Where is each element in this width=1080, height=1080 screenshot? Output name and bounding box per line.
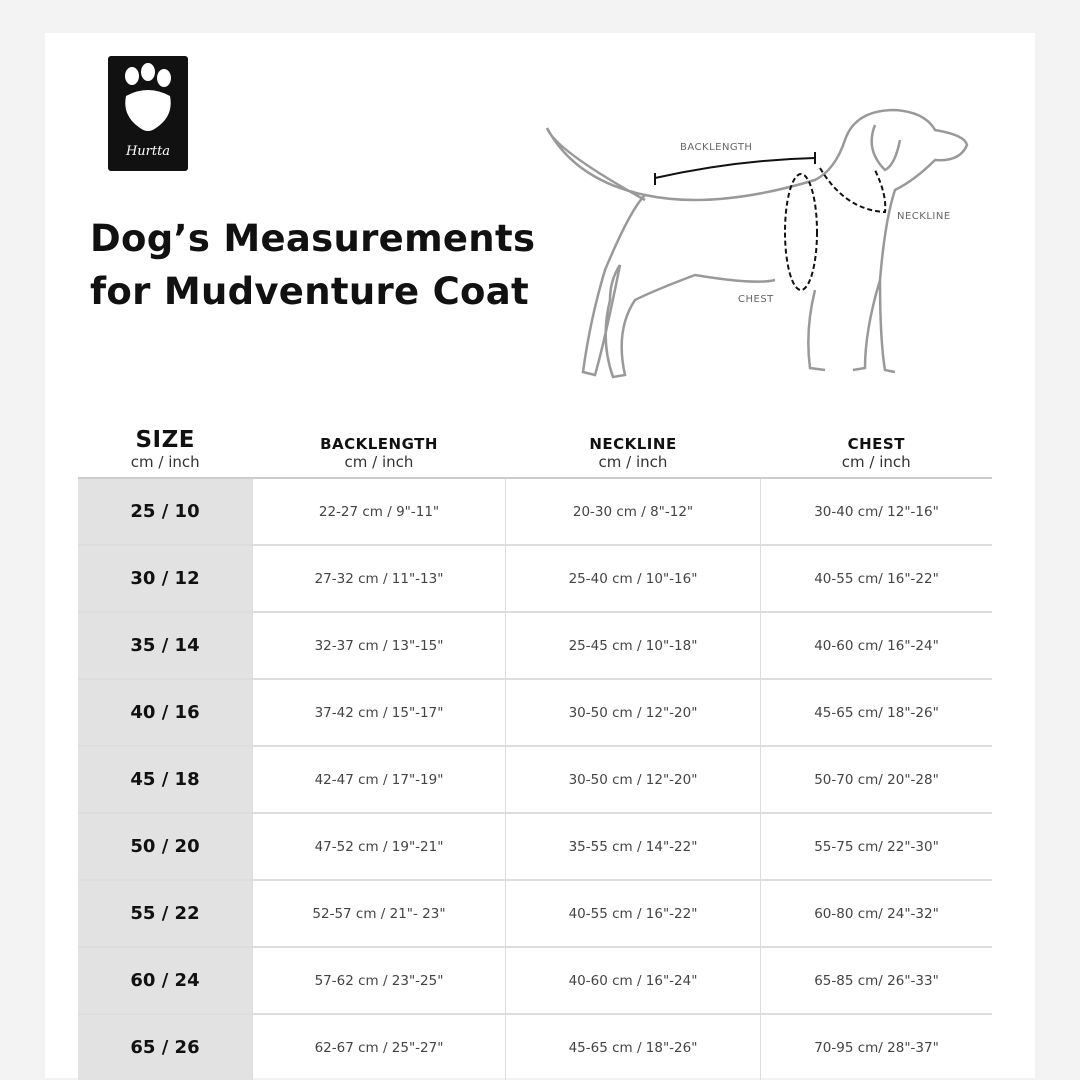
dog-outline-icon [545,108,969,379]
backlength-label: BACKLENGTH [680,142,752,153]
chest-cell: 30-40 cm/ 12"-16" [760,478,992,546]
size-cell: 30 / 12 [78,545,253,613]
neckline-cell: 30-50 cm / 12"-20" [505,679,761,747]
backlength-cell: 62-67 cm / 25"-27" [252,1014,506,1080]
backlength-cell: 27-32 cm / 11"-13" [252,545,506,613]
size-cell: 25 / 10 [78,478,253,546]
title-line-2: for Mudventure Coat [90,270,530,313]
chest-cell: 70-95 cm/ 28"-37" [760,1014,992,1080]
backlength-line [654,157,816,179]
hurtta-logo: Hurtta [108,56,188,171]
table-row: 40 / 16 37-42 cm / 15"-17" 30-50 cm / 12"-… [78,679,992,747]
title-line-1: Dog’s Measurements [90,217,536,260]
table-row: 60 / 24 57-62 cm / 23"-25" 40-60 cm / 16"-… [78,947,992,1015]
table-row: 35 / 14 32-37 cm / 13"-15" 25-45 cm / 10"-… [78,612,992,680]
table-header-row: SIZE cm / inch BACKLENGTH cm / inch NECKLI… [78,410,992,479]
chest-cell: 45-65 cm/ 18"-26" [760,679,992,747]
chest-cell: 40-55 cm/ 16"-22" [760,545,992,613]
dog-measurement-diagram: BACKLENGTH NECKLINE CHEST [545,108,969,379]
table-row: 30 / 12 27-32 cm / 11"-13" 25-40 cm / 10"-… [78,545,992,613]
backlength-cell: 47-52 cm / 19"-21" [252,813,506,881]
neckline-cell: 20-30 cm / 8"-12" [505,478,761,546]
table-row: 55 / 22 52-57 cm / 21"- 23" 40-55 cm / 16"… [78,880,992,948]
size-cell: 50 / 20 [78,813,253,881]
size-cell: 40 / 16 [78,679,253,747]
size-cell: 35 / 14 [78,612,253,680]
backlength-cell: 37-42 cm / 15"-17" [252,679,506,747]
chest-measure [784,173,818,291]
size-cell: 65 / 26 [78,1014,253,1080]
logo-brand-text: Hurtta [125,144,171,159]
table-row: 65 / 26 62-67 cm / 25"-27" 45-65 cm / 18"-… [78,1014,992,1080]
neckline-label: NECKLINE [897,211,951,222]
size-table: SIZE cm / inch BACKLENGTH cm / inch NECKLI… [78,410,992,1080]
neckline-cell: 25-45 cm / 10"-18" [505,612,761,680]
neckline-cell: 25-40 cm / 10"-16" [505,545,761,613]
backlength-cell: 42-47 cm / 17"-19" [252,746,506,814]
neckline-measure [819,167,887,214]
size-cell: 45 / 18 [78,746,253,814]
table-row: 45 / 18 42-47 cm / 17"-19" 30-50 cm / 12"-… [78,746,992,814]
chest-cell: 40-60 cm/ 16"-24" [760,612,992,680]
chest-cell: 55-75 cm/ 22"-30" [760,813,992,881]
backlength-cell: 32-37 cm / 13"-15" [252,612,506,680]
neckline-cell: 30-50 cm / 12"-20" [505,746,761,814]
table-row: 25 / 10 22-27 cm / 9"-11" 20-30 cm / 8"-12… [78,478,992,546]
neckline-cell: 45-65 cm / 18"-26" [505,1014,761,1080]
backlength-cell: 52-57 cm / 21"- 23" [252,880,506,948]
size-cell: 60 / 24 [78,947,253,1015]
neckline-cell: 35-55 cm / 14"-22" [505,813,761,881]
header-backlength: BACKLENGTH cm / inch [252,410,506,479]
page-title: Dog’s Measurements for Mudventure Coat [90,212,535,318]
backlength-cell: 57-62 cm / 23"-25" [252,947,506,1015]
header-chest: CHEST cm / inch [760,410,992,479]
chest-cell: 60-80 cm/ 24"-32" [760,880,992,948]
neckline-cell: 40-60 cm / 16"-24" [505,947,761,1015]
header-size: SIZE cm / inch [78,410,253,479]
size-cell: 55 / 22 [78,880,253,948]
backlength-cell: 22-27 cm / 9"-11" [252,478,506,546]
chest-cell: 50-70 cm/ 20"-28" [760,746,992,814]
chest-cell: 65-85 cm/ 26"-33" [760,947,992,1015]
paw-icon [125,63,171,131]
header-neckline: NECKLINE cm / inch [505,410,761,479]
table-row: 50 / 20 47-52 cm / 19"-21" 35-55 cm / 14"-… [78,813,992,881]
chest-label: CHEST [738,294,774,305]
neckline-cell: 40-55 cm / 16"-22" [505,880,761,948]
